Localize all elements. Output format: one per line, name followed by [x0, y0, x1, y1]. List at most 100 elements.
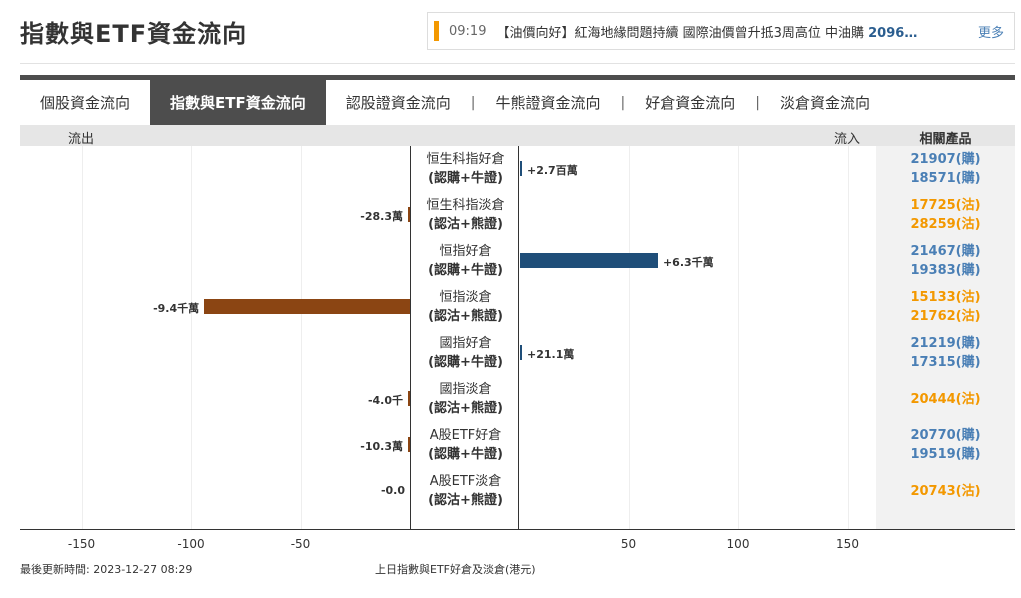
tab-index-etf-flow[interactable]: 指數與ETF資金流向 — [150, 80, 326, 125]
related-products-panel: 21907(購) 18571(購) 17725(沽) 28259(沽) 21467(購)… — [876, 146, 1015, 529]
flow-bar — [520, 345, 522, 360]
flow-bar — [520, 253, 658, 268]
category-name: 恒指淡倉 — [439, 290, 492, 305]
flow-bar — [408, 207, 410, 222]
related-product-group: 21219(購) 17315(購) — [876, 334, 1015, 372]
bar-value-label: -0.0 — [380, 484, 405, 497]
related-call-link[interactable]: 21219(購) — [910, 336, 981, 351]
x-tick-label: 50 — [620, 537, 637, 551]
chart-header-row: 流出 流入 相關產品 — [20, 125, 1015, 147]
related-product-group: 15133(沽) 21762(沽) — [876, 288, 1015, 326]
related-product-group: 20444(沽) — [876, 390, 1015, 409]
x-tick-label: -100 — [177, 537, 205, 551]
tab-separator: | — [620, 94, 626, 111]
category-name: 恒生科指淡倉 — [426, 198, 505, 213]
related-put-link[interactable]: 20444(沽) — [910, 392, 981, 407]
related-products-header: 相關產品 — [919, 132, 972, 147]
bar-value-label: +21.1萬 — [527, 348, 575, 361]
ticker-headline-code[interactable]: 2096… — [868, 25, 918, 41]
category-name: 國指好倉 — [439, 336, 492, 351]
related-product-group: 20743(沽) — [876, 482, 1015, 501]
category-subtitle: (認沽+熊證) — [428, 217, 503, 232]
category-label: 恒指淡倉 (認沽+熊證) — [411, 288, 520, 326]
category-label-panel: 恒生科指好倉 (認購+牛證) 恒生科指淡倉 (認沽+熊證) 恒指好倉 (認購+牛證) 恒指淡… — [410, 146, 519, 529]
flow-bar — [408, 391, 410, 406]
gridline — [847, 146, 849, 529]
tab-cbbc-flow[interactable]: 牛熊證資金流向 — [495, 94, 601, 112]
bar-value-label: +6.3千萬 — [662, 256, 714, 269]
category-subtitle: (認沽+熊證) — [428, 401, 503, 416]
gridline — [81, 146, 83, 529]
x-tick-label: 100 — [726, 537, 750, 551]
ticker-headline[interactable]: 【油價向好】紅海地緣問題持續 國際油價曾升抵3周高位 中油購 2096… — [496, 22, 970, 41]
bar-value-label: -28.3萬 — [360, 210, 403, 223]
ticker-time: 09:19 — [449, 23, 487, 39]
category-subtitle: (認購+牛證) — [428, 355, 503, 370]
related-call-link[interactable]: 19519(購) — [910, 447, 981, 462]
flow-bar — [408, 437, 410, 452]
news-ticker[interactable]: 09:19 【油價向好】紅海地緣問題持續 國際油價曾升抵3周高位 中油購 209… — [427, 12, 1015, 50]
category-subtitle: (認購+牛證) — [428, 263, 503, 278]
related-call-link[interactable]: 19383(購) — [910, 263, 981, 278]
x-tick-label: 150 — [836, 537, 859, 551]
flow-chart: 恒生科指好倉 (認購+牛證) 恒生科指淡倉 (認沽+熊證) 恒指好倉 (認購+牛證) 恒指淡… — [20, 146, 876, 529]
bar-value-label: -10.3萬 — [360, 440, 403, 453]
ticker-more-link[interactable]: 更多 — [977, 25, 1004, 41]
category-name: A股ETF好倉 — [429, 428, 502, 443]
related-put-link[interactable]: 20743(沽) — [910, 484, 981, 499]
category-name: 恒指好倉 — [439, 244, 492, 259]
related-call-link[interactable]: 18571(購) — [910, 171, 981, 186]
related-put-link[interactable]: 21762(沽) — [910, 309, 981, 324]
tab-separator: | — [470, 94, 476, 111]
related-put-link[interactable]: 28259(沽) — [910, 217, 981, 232]
tab-warrant-flow[interactable]: 認股證資金流向 — [345, 94, 451, 112]
category-subtitle: (認購+牛證) — [428, 447, 503, 462]
related-put-link[interactable]: 17725(沽) — [910, 198, 981, 213]
related-call-link[interactable]: 21907(購) — [910, 152, 981, 167]
related-call-link[interactable]: 17315(購) — [910, 355, 981, 370]
flow-bar — [520, 161, 522, 176]
related-call-link[interactable]: 21467(購) — [910, 244, 981, 259]
category-subtitle: (認沽+熊證) — [428, 493, 503, 508]
category-label: 國指淡倉 (認沽+熊證) — [411, 380, 520, 418]
ticker-headline-text[interactable]: 【油價向好】紅海地緣問題持續 國際油價曾升抵3周高位 中油購 — [496, 25, 869, 41]
category-label: 恒生科指淡倉 (認沽+熊證) — [411, 196, 520, 234]
category-label: 國指好倉 (認購+牛證) — [411, 334, 520, 372]
tab-bar: 個股資金流向 指數與ETF資金流向 認股證資金流向 | 牛熊證資金流向 | 好倉… — [20, 75, 1015, 125]
related-product-group: 21467(購) 19383(購) — [876, 242, 1015, 280]
x-tick-label: -50 — [290, 537, 311, 551]
x-tick-label: -150 — [67, 537, 96, 551]
category-name: 國指淡倉 — [439, 382, 492, 397]
related-product-group: 21907(購) 18571(購) — [876, 150, 1015, 188]
inflow-header: 流入 — [834, 132, 861, 147]
last-updated: 最後更新時間: 2023-12-27 08:29 — [20, 563, 193, 576]
bar-value-label: -4.0千 — [367, 394, 403, 407]
tab-short-flow[interactable]: 淡倉資金流向 — [779, 94, 870, 112]
related-call-link[interactable]: 20770(購) — [910, 428, 981, 443]
page-title: 指數與ETF資金流向 — [20, 20, 248, 48]
category-label: 恒生科指好倉 (認購+牛證) — [411, 150, 520, 188]
tab-long-flow[interactable]: 好倉資金流向 — [645, 94, 736, 112]
outflow-header: 流出 — [68, 132, 95, 147]
bar-value-label: +2.7百萬 — [527, 164, 578, 177]
gridline — [738, 146, 739, 529]
category-label: A股ETF淡倉 (認沽+熊證) — [411, 472, 520, 510]
flow-bar — [204, 299, 410, 314]
category-subtitle: (認沽+熊證) — [428, 309, 503, 324]
related-put-link[interactable]: 15133(沽) — [910, 290, 981, 305]
category-label: A股ETF好倉 (認購+牛證) — [411, 426, 520, 464]
ticker-accent-bar — [434, 21, 439, 41]
tab-stock-flow[interactable]: 個股資金流向 — [40, 94, 131, 112]
category-subtitle: (認購+牛證) — [428, 171, 503, 186]
category-label: 恒指好倉 (認購+牛證) — [411, 242, 520, 280]
category-name: 恒生科指好倉 — [426, 152, 505, 167]
x-axis-line — [20, 529, 1015, 530]
tab-separator: | — [755, 94, 760, 111]
chart-caption: 上日指數與ETF好倉及淡倉(港元) — [375, 563, 536, 576]
category-name: A股ETF淡倉 — [429, 474, 502, 489]
header-divider — [20, 63, 1015, 64]
related-product-group: 17725(沽) 28259(沽) — [876, 196, 1015, 234]
gridline — [300, 146, 302, 529]
bar-value-label: -9.4千萬 — [153, 302, 200, 315]
gridline — [191, 146, 192, 529]
